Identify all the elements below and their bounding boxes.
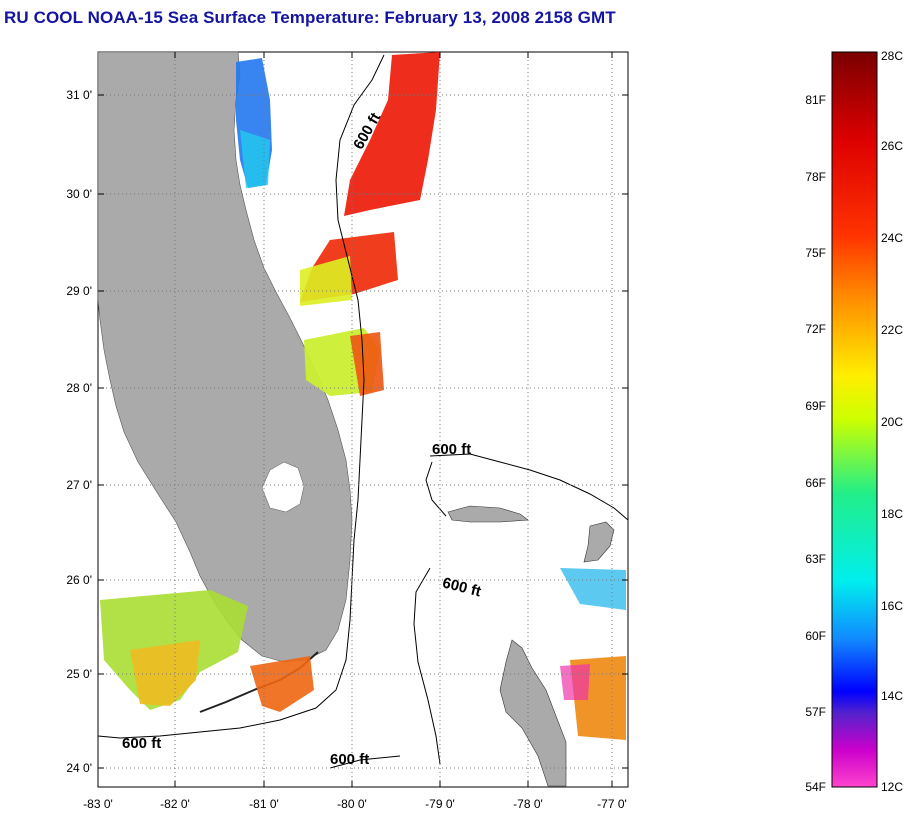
- lon-tick-label: -83 0': [83, 797, 113, 811]
- contour-line-bahamas-west: [425, 461, 447, 517]
- contour-line-bahamas-north: [429, 453, 629, 521]
- lon-tick-labels: -83 0' -82 0' -81 0' -80 0' -79 0' -78 0…: [83, 797, 627, 811]
- colorbar-fahrenheit-label: 66F: [805, 476, 826, 490]
- colorbar-celsius-label: 12C: [881, 780, 903, 794]
- colorbar-fahrenheit-label: 63F: [805, 552, 826, 566]
- lat-tick-label: 29 0': [66, 284, 92, 298]
- contour-line-andros: [413, 567, 441, 765]
- lat-tick-label: 31 0': [66, 88, 92, 102]
- lat-tick-label: 24 0': [66, 761, 92, 775]
- graticule: [98, 52, 628, 787]
- colorbar-fahrenheit-labels: 81F 78F 75F 72F 69F 66F 63F 60F 57F 54F: [805, 93, 826, 794]
- lake-okeechobee: [261, 461, 305, 513]
- colorbar-celsius-label: 18C: [881, 507, 903, 521]
- lon-tick-label: -82 0': [160, 797, 190, 811]
- sst-patch-gulfstream-north: [344, 52, 440, 216]
- contour-line-south: [329, 755, 401, 769]
- colorbar-celsius-label: 14C: [881, 689, 903, 703]
- sst-patch-east-bahamas: [560, 568, 626, 610]
- colorbar-fahrenheit-label: 81F: [805, 93, 826, 107]
- frame-ticks: [97, 52, 628, 787]
- lon-tick-label: -81 0': [249, 797, 279, 811]
- lon-tick-label: -77 0': [597, 797, 627, 811]
- lat-tick-label: 25 0': [66, 667, 92, 681]
- lon-tick-label: -79 0': [425, 797, 455, 811]
- contour-label: 600 ft: [330, 751, 369, 768]
- colorbar-celsius-label: 22C: [881, 323, 903, 337]
- lat-tick-labels: 31 0' 30 0' 29 0' 28 0' 27 0' 26 0' 25 0…: [66, 88, 92, 775]
- lon-tick-label: -78 0': [513, 797, 543, 811]
- lat-tick-label: 26 0': [66, 573, 92, 587]
- colorbar-celsius-label: 20C: [881, 415, 903, 429]
- colorbar-fahrenheit-label: 78F: [805, 170, 826, 184]
- colorbar-fahrenheit-label: 57F: [805, 705, 826, 719]
- colorbar-celsius-label: 16C: [881, 599, 903, 613]
- colorbar-celsius-labels: 28C 26C 24C 22C 20C 18C 16C 14C 12C: [881, 49, 903, 794]
- colorbar-celsius-label: 28C: [881, 49, 903, 63]
- colorbar-gradient: [831, 51, 878, 788]
- lon-tick-label: -80 0': [337, 797, 367, 811]
- lat-tick-label: 30 0': [66, 187, 92, 201]
- colorbar-celsius-label: 24C: [881, 231, 903, 245]
- chart-title: RU COOL NOAA-15 Sea Surface Temperature:…: [4, 8, 616, 27]
- andros-island: [499, 639, 567, 787]
- abaco-island: [583, 521, 615, 563]
- contour-label: 600 ft: [432, 441, 471, 458]
- lat-tick-label: 27 0': [66, 478, 92, 492]
- contour-line-florida-east: [97, 54, 385, 739]
- contour-label: 600 ft: [122, 735, 161, 752]
- lat-tick-label: 28 0': [66, 381, 92, 395]
- colorbar-fahrenheit-label: 72F: [805, 322, 826, 336]
- colorbar-celsius-label: 26C: [881, 139, 903, 153]
- colorbar-fahrenheit-label: 54F: [805, 780, 826, 794]
- bathymetry-contours: [97, 54, 629, 769]
- colorbar-fahrenheit-label: 69F: [805, 399, 826, 413]
- colorbar-fahrenheit-label: 60F: [805, 629, 826, 643]
- colorbar-fahrenheit-label: 75F: [805, 246, 826, 260]
- sst-patches: [100, 52, 626, 740]
